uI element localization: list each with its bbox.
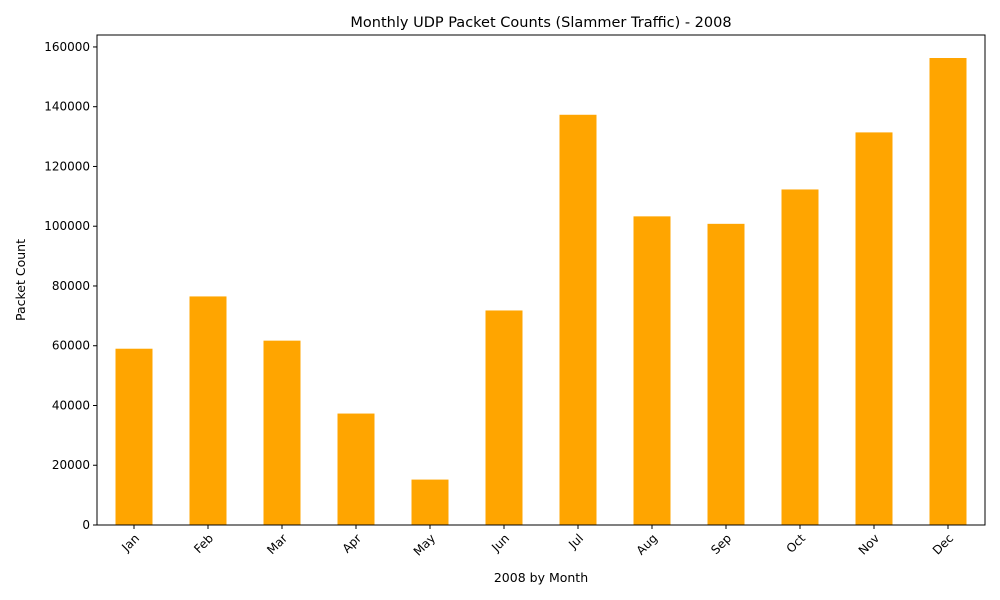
chart-title: Monthly UDP Packet Counts (Slammer Traff…: [350, 15, 731, 31]
y-tick-label: 160000: [44, 40, 90, 54]
y-tick-label: 140000: [44, 100, 90, 114]
y-tick-label: 60000: [52, 339, 90, 353]
x-tick-label: Nov: [856, 531, 882, 557]
y-tick-label: 0: [82, 518, 90, 532]
bar-jul: [559, 114, 597, 526]
y-axis-label: Packet Count: [13, 239, 28, 321]
plot-frame: [96, 34, 986, 526]
x-tick-label: Mar: [264, 531, 290, 557]
x-axis-ticks: Jan Feb Mar Apr May Jun Jul Aug Sep Oct Nov Dec: [118, 525, 956, 559]
bar-sep: [707, 223, 745, 525]
x-axis-label: 2008 by Month: [494, 570, 588, 585]
y-axis-ticks: 0 20000 40000 60000 80000 100000 120000 140000 1…: [44, 40, 97, 532]
x-tick-label: Aug: [634, 531, 660, 557]
x-tick-label: Apr: [340, 531, 365, 556]
bar-mar: [263, 340, 301, 525]
y-tick-label: 100000: [44, 219, 90, 233]
bar-aug: [633, 216, 671, 526]
bar-feb: [189, 296, 227, 525]
x-tick-label: Jan: [118, 531, 142, 555]
x-tick-label: May: [411, 531, 438, 558]
bar-jan: [115, 348, 153, 525]
y-tick-label: 120000: [44, 159, 90, 173]
x-tick-label: Oct: [784, 531, 809, 556]
x-tick-label: Dec: [930, 531, 956, 557]
bar-nov: [855, 132, 893, 525]
bars-group: [115, 58, 967, 526]
bar-oct: [781, 189, 819, 525]
bar-apr: [337, 413, 375, 525]
x-tick-label: Sep: [708, 531, 734, 557]
y-tick-label: 20000: [52, 458, 90, 472]
x-tick-label: Jul: [565, 531, 586, 552]
y-tick-label: 80000: [52, 279, 90, 293]
x-tick-label: Feb: [191, 531, 216, 556]
bar-jun: [485, 310, 523, 525]
bar-dec: [929, 58, 967, 525]
y-tick-label: 40000: [52, 398, 90, 412]
x-tick-label: Jun: [488, 531, 512, 555]
bar-may: [411, 479, 449, 525]
